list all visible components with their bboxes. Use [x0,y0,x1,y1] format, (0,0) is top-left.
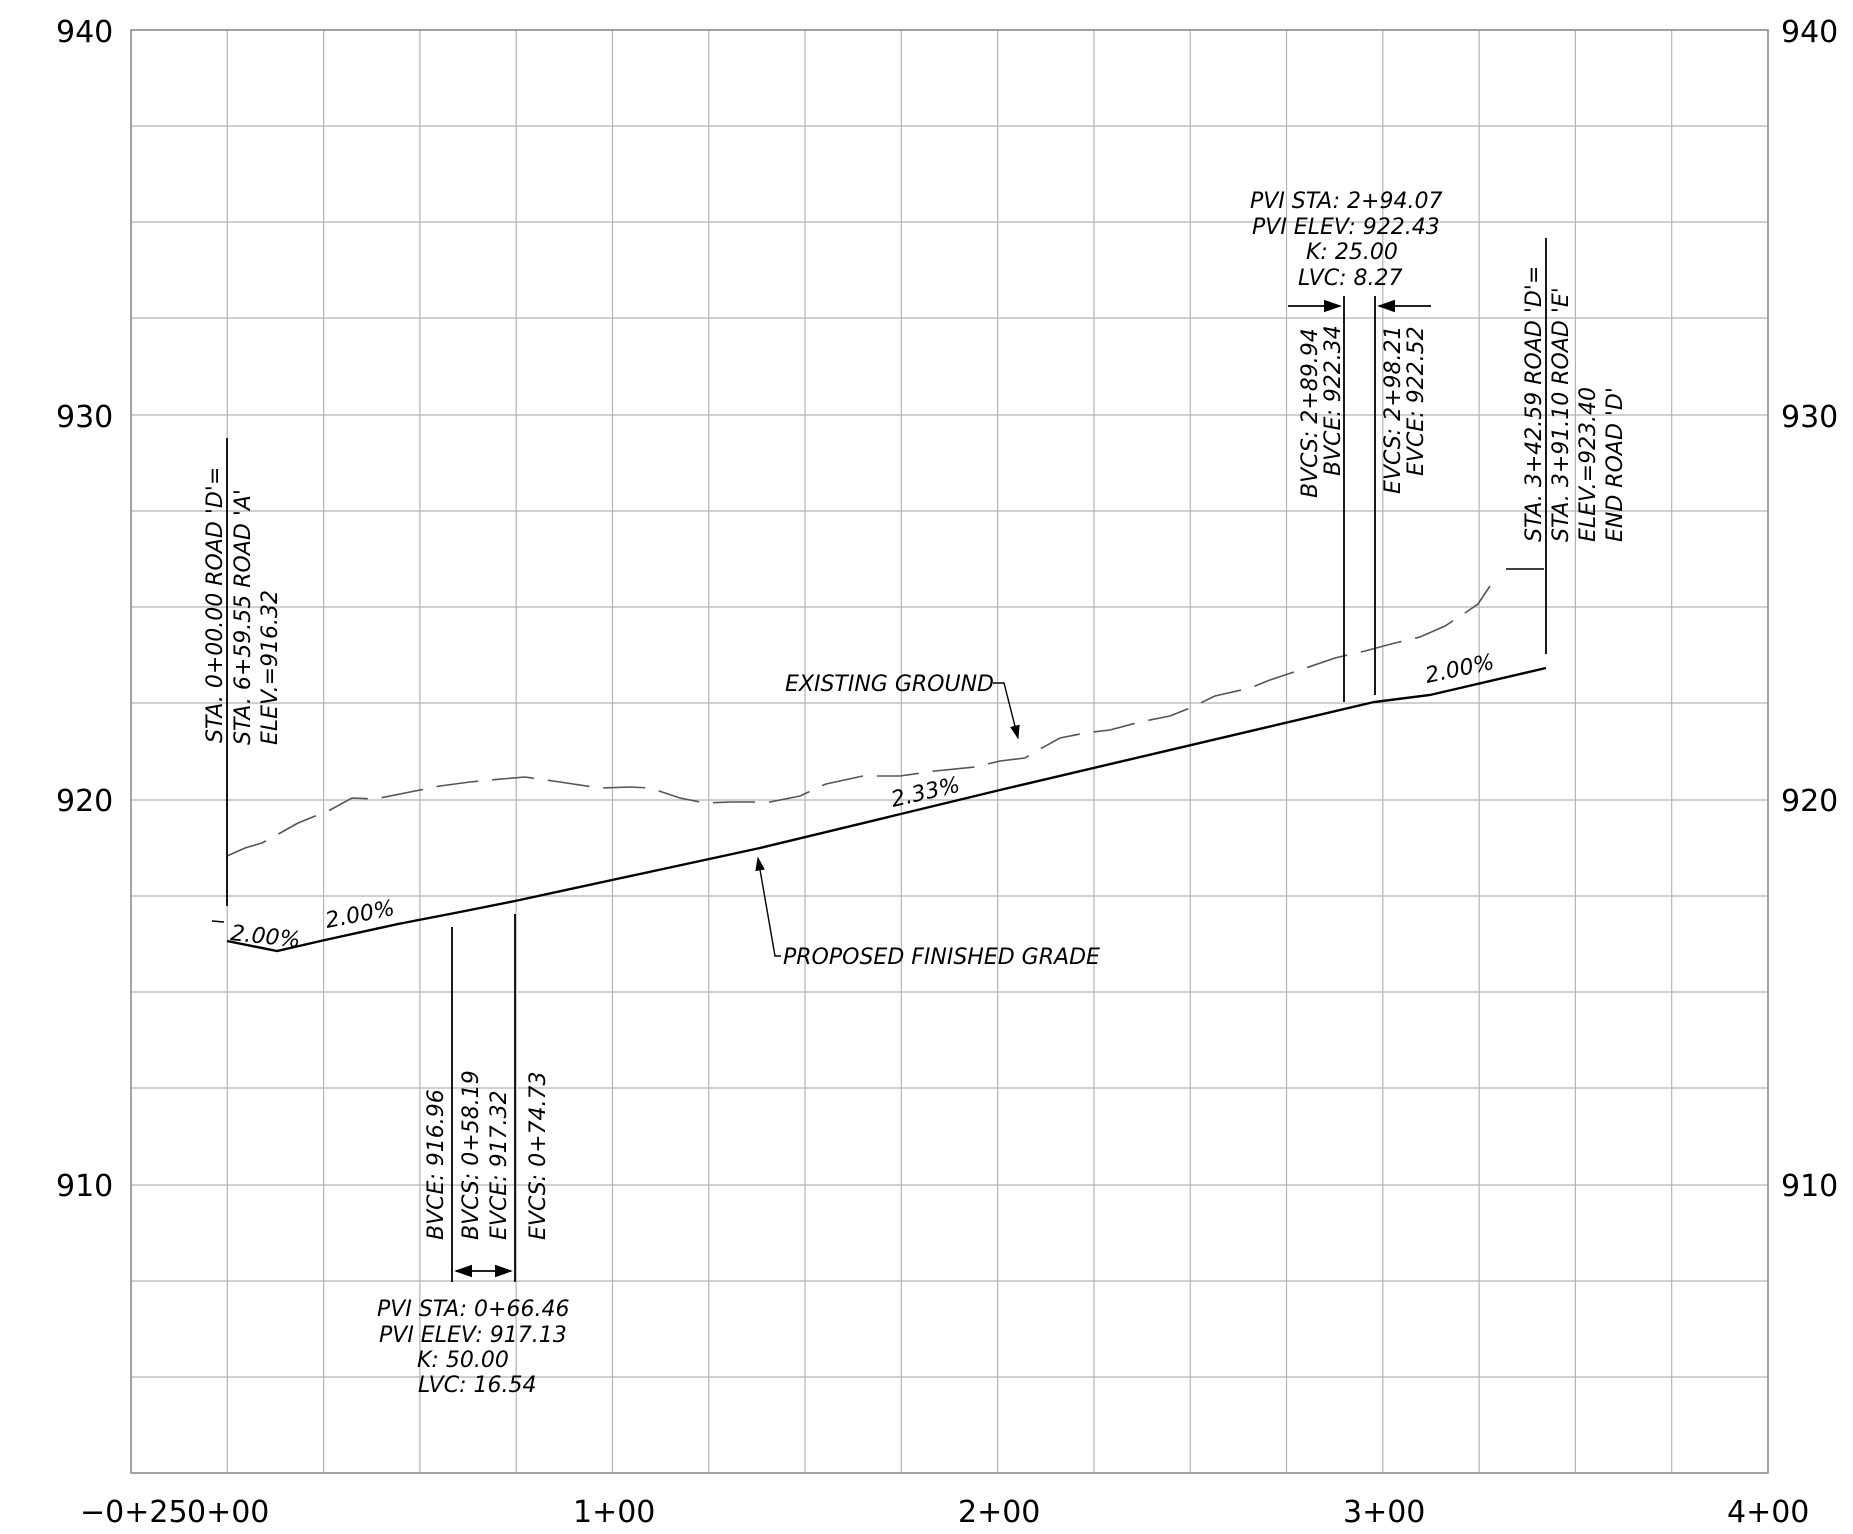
curve1-k: K: 50.00 [417,1348,509,1373]
start-note-line-3: ELEV.=916.32 [258,590,283,745]
y-tick-label-right: 930 [1781,400,1838,435]
x-tick-label: 2+00 [958,1495,1040,1530]
existing-ground-leader [993,682,1020,740]
curve2-evcs: EVCS: 2+98.21 [1381,325,1406,494]
x-tick-label: 1+00 [573,1495,655,1530]
plot-frame [130,29,1769,1474]
curve-2-station-labels: BVCS: 2+89.94 BVCE: 922.34 EVCS: 2+98.21… [1298,325,1429,498]
end-note-line-4: END ROAD 'D' [1603,387,1628,542]
curve1-lvc: LVC: 16.54 [418,1373,536,1398]
curve1-evcs: EVCS: 0+74.73 [526,1071,551,1240]
curve2-pvi-sta: PVI STA: 2+94.07 [1250,189,1442,214]
proposed-grade-leader [755,856,781,957]
curve1-pvi-elev: PVI ELEV: 917.13 [379,1323,567,1348]
start-note-line-1: STA. 0+00.00 ROAD 'D'= [203,467,228,743]
end-station-note: STA. 3+42.59 ROAD 'D'= STA. 3+91.10 ROAD… [1522,266,1628,542]
y-tick-label-right: 920 [1781,784,1838,819]
y-tick-label-left: 940 [56,15,113,50]
end-note-line-3: ELEV.=923.40 [1576,387,1601,542]
curve2-lvc: LVC: 8.27 [1298,266,1402,291]
y-tick-label-left: 930 [56,400,113,435]
x-tick-label: 0+00 [187,1495,269,1530]
existing-ground-label: EXISTING GROUND [785,672,994,697]
start-tick [211,920,225,923]
y-tick-label-right: 940 [1781,15,1838,50]
end-note-line-1: STA. 3+42.59 ROAD 'D'= [1522,266,1547,542]
end-note-line-2: STA. 3+91.10 ROAD 'E' [1549,287,1574,542]
curve-1-pvi-block: PVI STA: 0+66.46 PVI ELEV: 917.13 K: 50.… [377,1297,569,1398]
grade-label: 2.00% [229,921,301,953]
curve2-pvi-elev: PVI ELEV: 922.43 [1252,215,1440,240]
proposed-grade-label: PROPOSED FINISHED GRADE [783,945,1100,970]
curve2-bvcs: BVCS: 2+89.94 [1298,328,1323,498]
curve1-evce: EVCE: 917.32 [487,1090,512,1240]
y-axis-right: 940 930 920 910 [1781,15,1838,1204]
start-station-note: STA. 0+00.00 ROAD 'D'= STA. 6+59.55 ROAD… [203,467,283,745]
curve-1-station-labels: BVCE: 916.96 BVCS: 0+58.19 EVCE: 917.32 … [424,1070,551,1240]
curve2-k: K: 25.00 [1306,240,1398,265]
proposed-grade-line [226,666,1547,953]
curve1-pvi-sta: PVI STA: 0+66.46 [377,1297,569,1322]
grade-label: 2.00% [323,896,396,934]
x-tick-label: −0+25 [80,1495,188,1530]
x-tick-label: 3+00 [1343,1495,1425,1530]
y-tick-label-left: 920 [56,784,113,819]
curve2-bvce: BVCE: 922.34 [1321,325,1346,476]
curve1-bvcs: BVCS: 0+58.19 [459,1070,484,1240]
y-tick-label-right: 910 [1781,1169,1838,1204]
grid [131,30,1768,1473]
curve-2-pvi-block: PVI STA: 2+94.07 PVI ELEV: 922.43 K: 25.… [1250,189,1442,291]
curve2-evce: EVCE: 922.52 [1404,326,1429,476]
x-axis: −0+25 0+00 1+00 2+00 3+00 4+00 [80,1495,1809,1530]
y-tick-label-left: 910 [56,1169,113,1204]
existing-ground-line [226,585,1491,857]
curve1-bvce: BVCE: 916.96 [424,1089,449,1240]
start-note-line-2: STA. 6+59.55 ROAD 'A' [231,489,256,745]
y-axis-left: 940 930 920 910 [56,15,113,1204]
x-tick-label: 4+00 [1727,1495,1809,1530]
